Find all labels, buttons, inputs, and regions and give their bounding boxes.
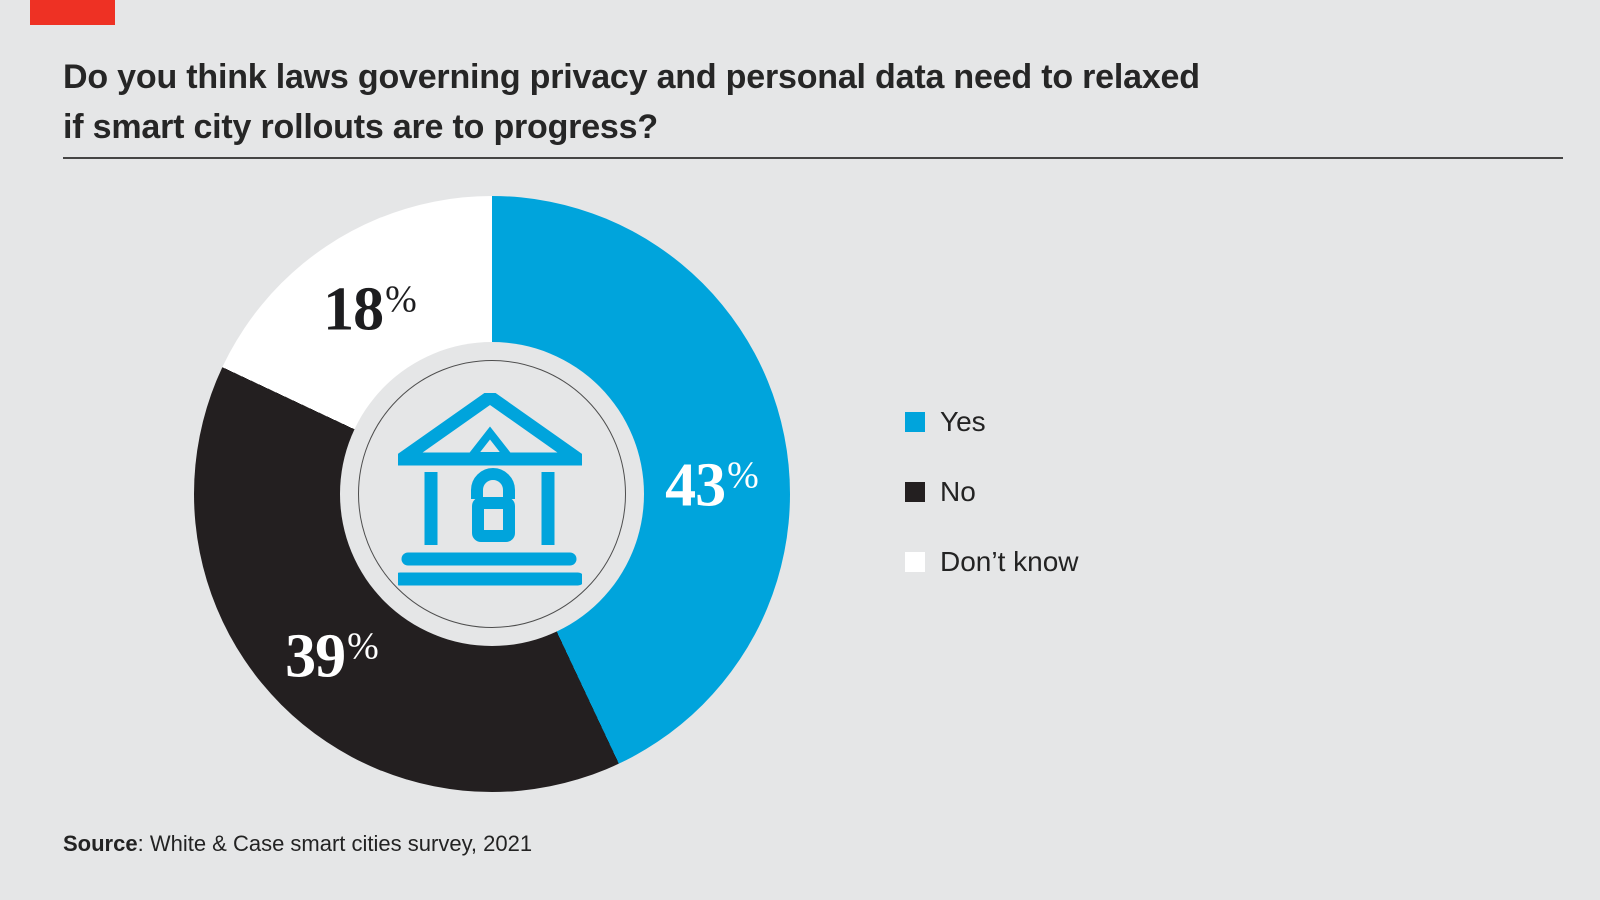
source-text: : White & Case smart cities survey, 2021 bbox=[137, 831, 533, 856]
slice-label-no: 39% bbox=[285, 622, 379, 693]
legend-item-yes: Yes bbox=[905, 406, 1079, 437]
legend-swatch-no bbox=[905, 482, 925, 502]
legend-item-dont-know: Don’t know bbox=[905, 546, 1079, 577]
legend-label-yes: Yes bbox=[940, 406, 986, 437]
slice-value-yes: 43 bbox=[665, 451, 726, 520]
slice-value-dont-know: 18 bbox=[323, 275, 384, 344]
legend-label-dont-know: Don’t know bbox=[940, 546, 1079, 577]
source-label: Source bbox=[63, 831, 138, 856]
slice-value-no: 39 bbox=[285, 622, 346, 691]
donut-inner-outline bbox=[358, 360, 626, 628]
legend-item-no: No bbox=[905, 476, 1079, 507]
title-divider bbox=[63, 157, 1563, 159]
chart-title: Do you think laws governing privacy and … bbox=[63, 52, 1200, 152]
legend-label-no: No bbox=[940, 476, 976, 507]
donut-chart: 43% 39% 18% bbox=[194, 196, 790, 792]
slice-unit-no: % bbox=[347, 625, 379, 668]
slice-label-yes: 43% bbox=[665, 451, 759, 522]
legend-swatch-dont-know bbox=[905, 552, 925, 572]
slice-unit-dont-know: % bbox=[385, 278, 417, 321]
slice-unit-yes: % bbox=[727, 454, 759, 497]
legend-swatch-yes bbox=[905, 412, 925, 432]
chart-title-line1: Do you think laws governing privacy and … bbox=[63, 58, 1200, 96]
source-note: Source: White & Case smart cities survey… bbox=[63, 831, 532, 857]
chart-title-line2: if smart city rollouts are to progress? bbox=[63, 108, 658, 146]
slice-label-dont-know: 18% bbox=[323, 275, 417, 346]
page-tab-marker bbox=[30, 0, 115, 25]
legend: Yes No Don’t know bbox=[905, 406, 1079, 618]
bank-lock-icon bbox=[398, 393, 582, 586]
